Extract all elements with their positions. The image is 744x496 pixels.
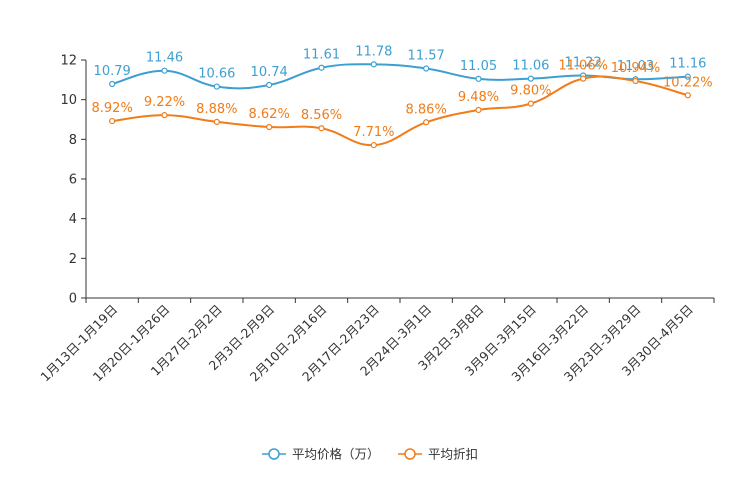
data-point [318,125,325,132]
data-label: 7.71% [353,125,394,140]
y-tick-label: 8 [69,133,77,148]
legend-label: 平均价格（万） [292,447,380,462]
legend-marker-icon [404,448,416,460]
data-label: 9.48% [458,90,499,105]
data-point [684,73,691,80]
data-point [161,112,168,119]
data-point [580,75,587,82]
data-label: 9.80% [510,84,551,99]
data-point [213,83,220,90]
data-point [475,75,482,82]
data-label: 11.05 [460,59,497,74]
data-point [266,123,273,131]
data-point [109,80,116,88]
data-label: 11.57 [408,49,445,64]
data-label: 11.03 [617,59,654,74]
legend-label: 平均折扣 [428,447,478,462]
data-label: 8.92% [92,101,133,116]
y-tick-label: 4 [69,212,77,227]
y-tick-label: 2 [69,252,77,267]
data-point [423,119,430,126]
x-axis-ticks: 1月13日-1月19日1月20日-1月26日1月27日-2月2日2月3日-2月9… [37,298,715,384]
data-label: 8.86% [406,102,447,117]
data-point [684,92,691,99]
data-label: 11.61 [303,48,340,63]
data-point [475,106,482,114]
data-point [109,117,116,125]
data-label: 11.46 [146,51,183,66]
data-label: 11.06% [558,59,608,74]
data-label: 9.22% [144,95,185,110]
data-point [632,77,639,85]
y-tick-label: 0 [69,292,77,307]
data-point [370,141,377,149]
data-point [318,64,325,71]
y-axis-ticks: 0 2 4 6 8 10 12 [60,54,86,307]
data-label: 10.79 [94,64,131,79]
data-label: 11.22 [565,55,602,70]
data-label: 11.16 [669,57,706,72]
data-label: 8.56% [301,108,342,123]
data-point [423,65,430,72]
data-label: 8.88% [196,102,237,117]
data-label: 8.62% [249,107,290,122]
legend-item-1[interactable]: 平均价格（万） [262,447,380,462]
y-tick-label: 6 [69,173,77,188]
y-tick-label: 12 [60,54,77,69]
data-label: 10.66 [198,67,235,82]
data-point [213,118,220,125]
y-tick-label: 10 [60,93,77,108]
series-points [109,61,691,149]
data-point [527,100,534,107]
data-label: 11.78 [355,44,392,59]
legend-item-2[interactable]: 平均折扣 [398,447,478,462]
data-label: 10.22% [663,75,713,90]
legend[interactable]: 平均价格（万） 平均折扣 [262,447,478,462]
data-point [370,61,377,68]
data-label: 11.06 [512,59,549,74]
data-labels: 10.79 11.46 10.66 10.74 11.61 11.78 11.57 11.05… [92,44,713,140]
data-point [266,81,273,89]
series-lines [111,63,689,147]
data-point [527,75,534,82]
series-line-1 [111,63,688,90]
series-line-2 [112,75,689,147]
data-point [161,67,168,74]
data-label: 10.74 [251,65,288,80]
legend-marker-icon [268,448,280,460]
data-label: 10.94% [611,61,661,76]
